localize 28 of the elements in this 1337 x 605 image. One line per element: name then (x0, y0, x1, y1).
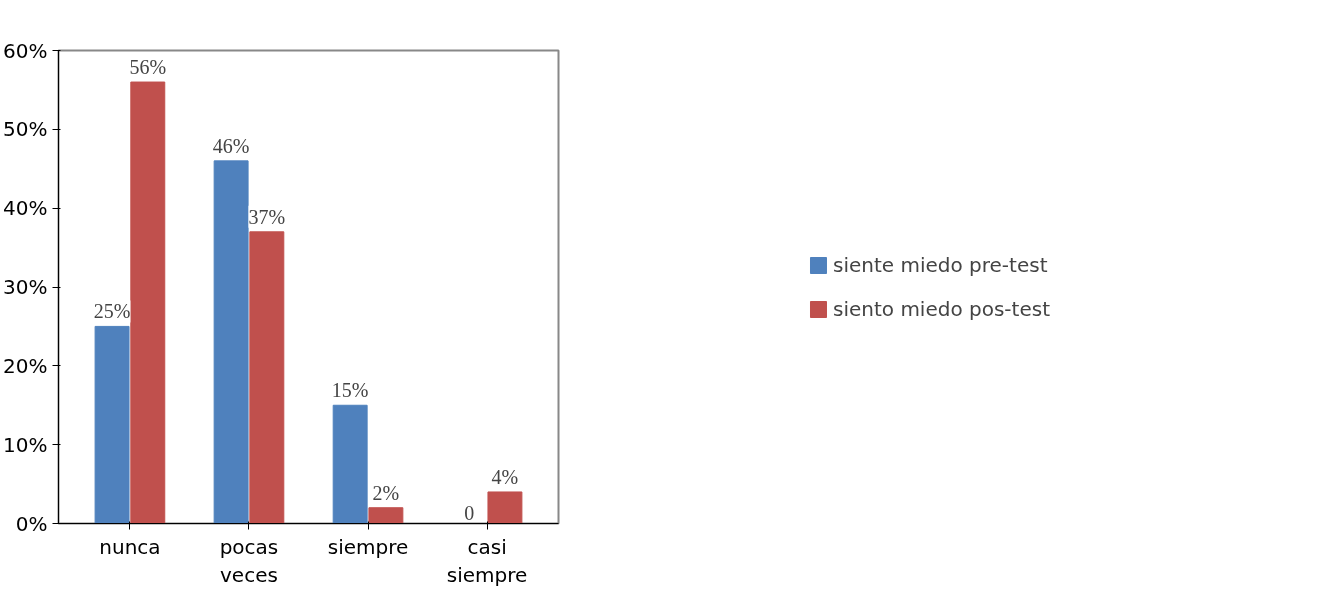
y-tick-label: 60% (3, 38, 48, 63)
data-label: 37% (248, 205, 286, 228)
data-label: 4% (491, 465, 519, 488)
data-label: 25% (93, 300, 131, 323)
bar (130, 81, 166, 524)
bar (368, 507, 404, 524)
y-tick-label: 30% (3, 275, 48, 299)
data-label: 15% (331, 379, 369, 402)
y-tick-label: 10% (3, 432, 48, 457)
x-tick-label: pocas veces (219, 534, 279, 588)
y-tick-label: 50% (3, 117, 48, 142)
data-label: 56% (129, 56, 167, 79)
bar (249, 231, 285, 524)
bar (213, 160, 249, 524)
x-tick-label: nunca (99, 534, 161, 559)
data-label: 46% (212, 134, 250, 157)
legend-label: siente miedo pre-test (832, 252, 1048, 277)
bar (487, 491, 523, 524)
y-tick-label: 0% (15, 511, 48, 536)
legend-label: siento miedo pos-test (832, 296, 1051, 321)
bar (94, 325, 130, 524)
y-tick-label: 40% (3, 196, 48, 221)
x-tick-label: casi siempre (446, 534, 528, 588)
data-label: 2% (372, 481, 400, 504)
x-tick-label: siempre (327, 534, 409, 559)
y-tick-label: 20% (3, 353, 48, 378)
data-label: 0 (464, 501, 475, 524)
bar (332, 404, 368, 524)
